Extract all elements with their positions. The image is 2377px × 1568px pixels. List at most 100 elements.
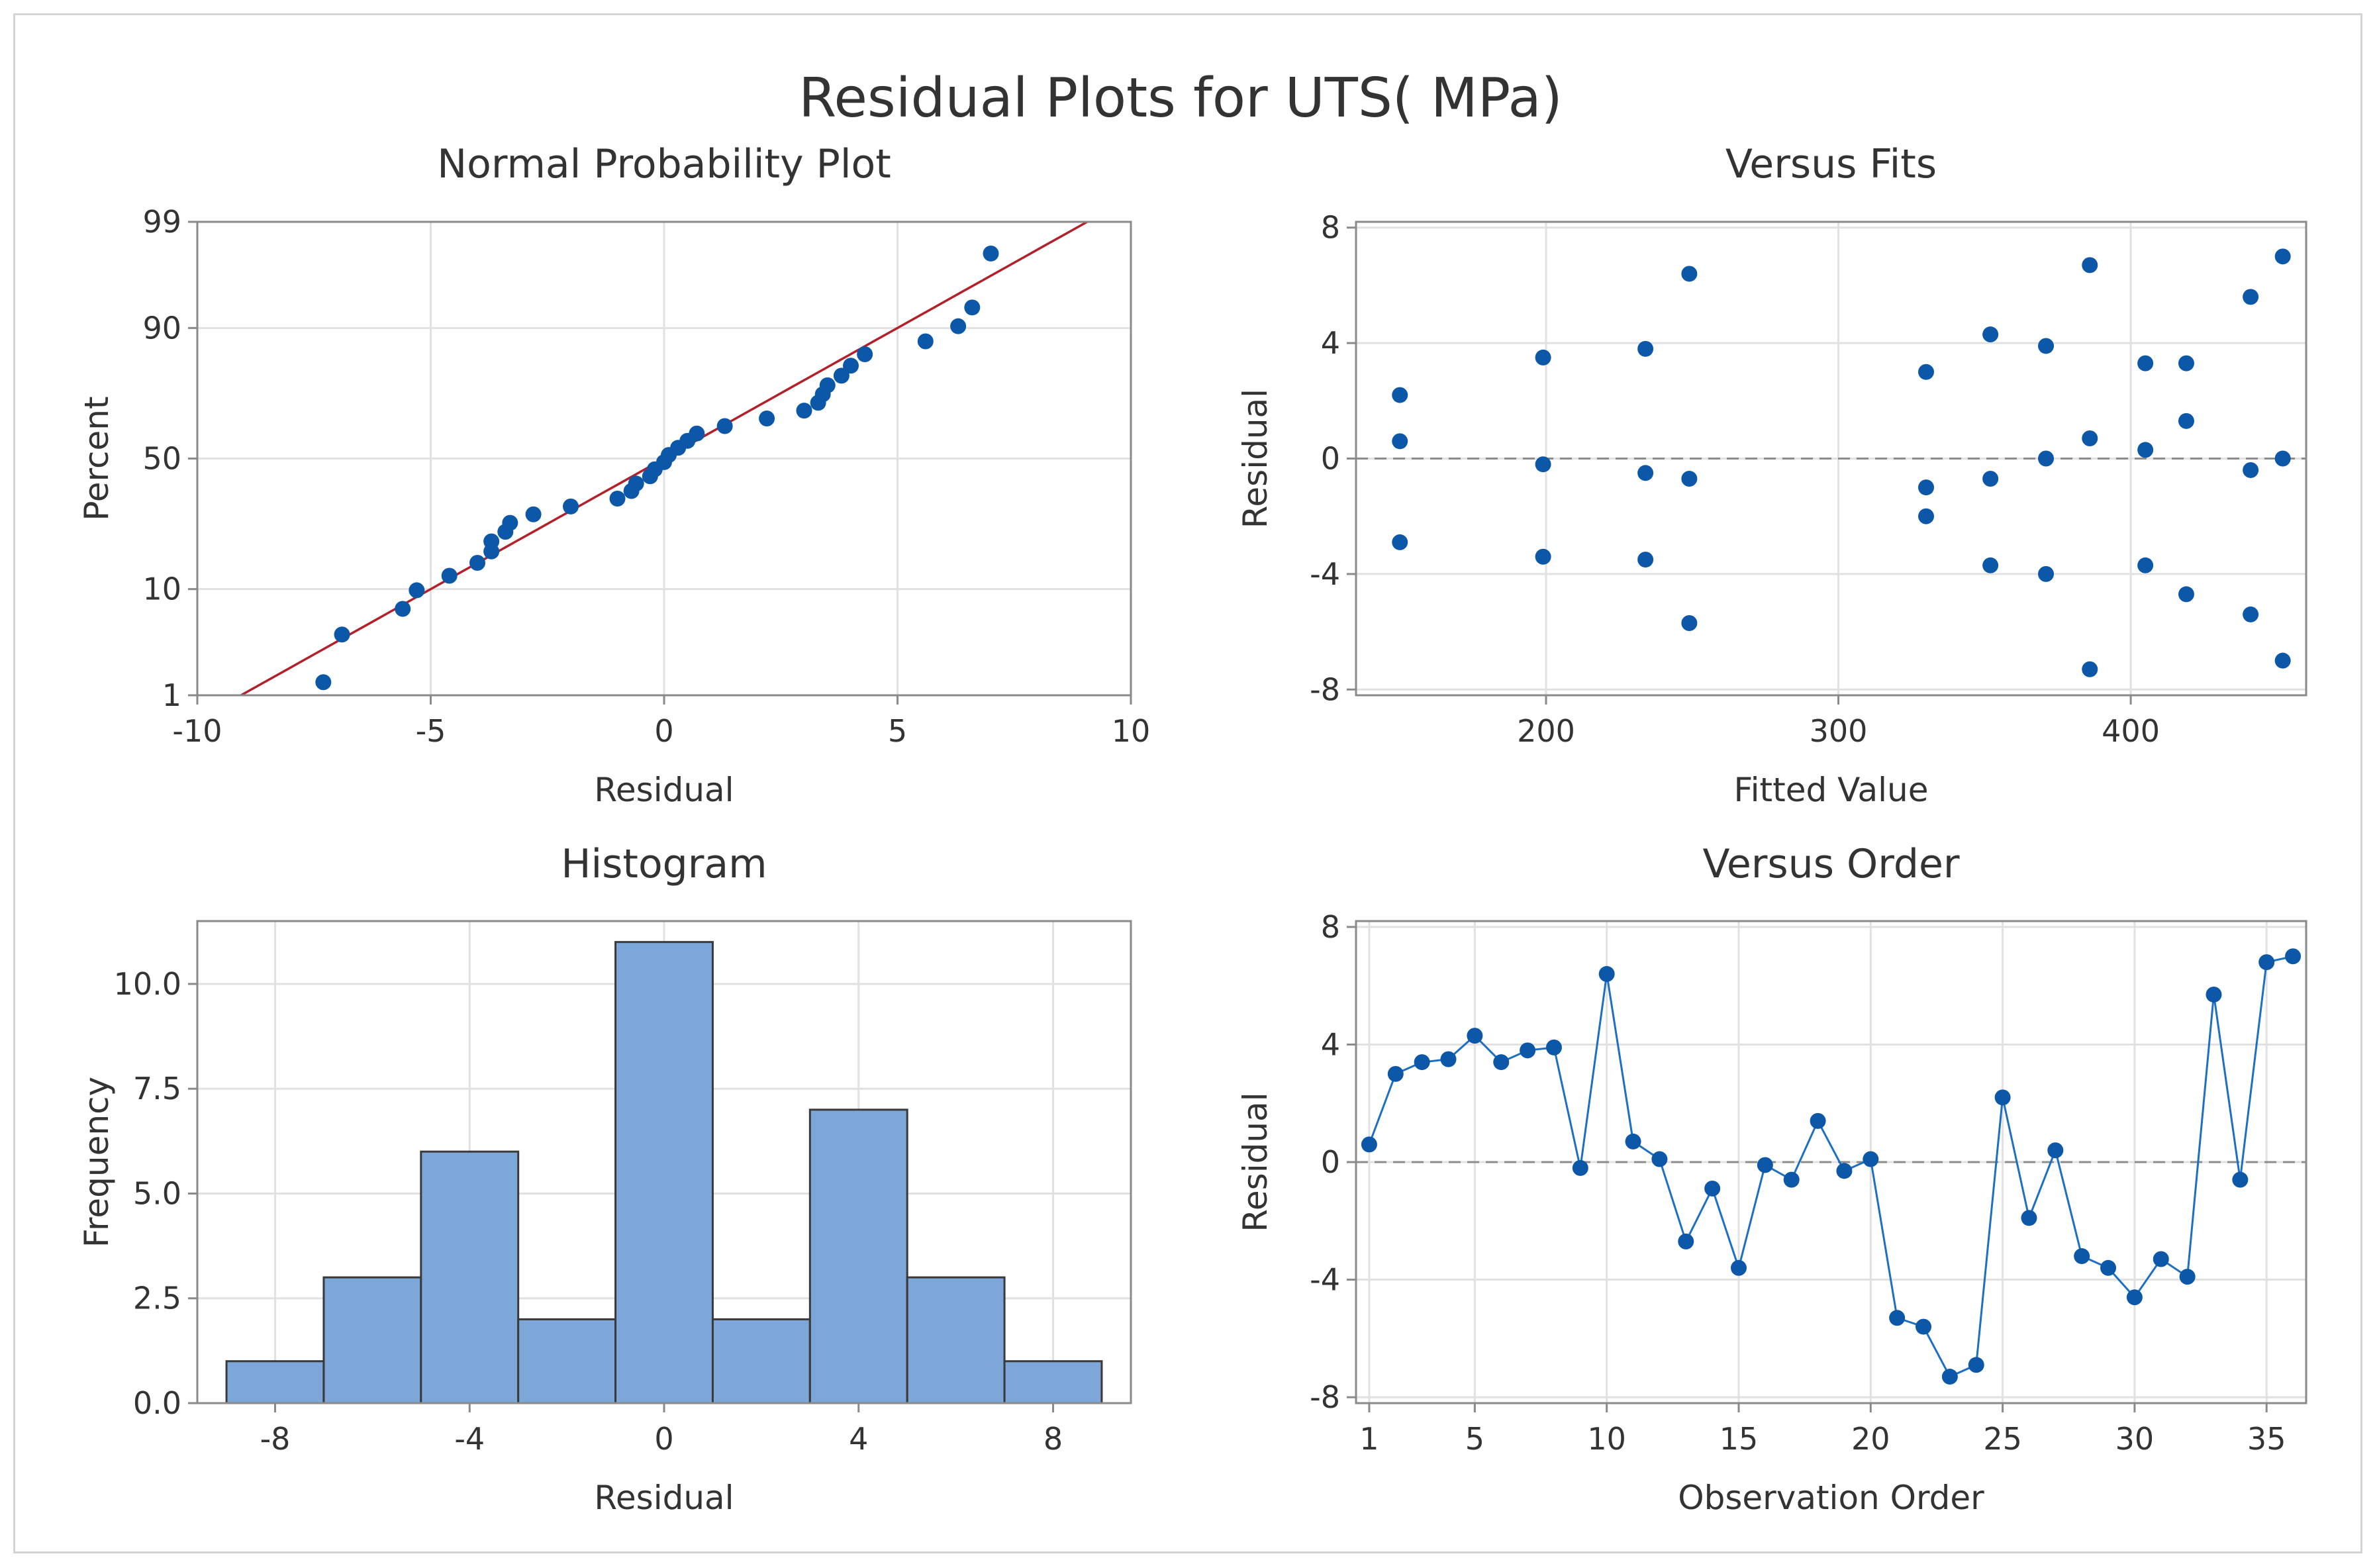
- data-point: [1982, 557, 1999, 573]
- data-point: [950, 318, 967, 334]
- x-tick-label: 400: [2102, 713, 2160, 749]
- panel-title: Versus Order: [1702, 841, 1959, 887]
- x-tick-label: 5: [1465, 1421, 1484, 1457]
- y-tick-label: -8: [1310, 1379, 1340, 1415]
- data-point: [2038, 338, 2055, 354]
- x-tick-label: -8: [260, 1421, 291, 1457]
- x-tick-label: 0: [654, 1421, 673, 1457]
- data-point: [441, 567, 458, 584]
- data-point: [716, 418, 733, 434]
- versus-fits-plot: 200 300 400 -8 -4 0 4 8 Versus Fits Fitted Value R…: [1236, 141, 2307, 809]
- plot-area-border: [1355, 220, 2307, 697]
- y-tick-label: 50: [142, 441, 181, 477]
- data-point: [2274, 450, 2291, 467]
- y-tick-label: 4: [1321, 325, 1340, 361]
- data-point: [2178, 413, 2194, 429]
- y-tick-label: 10.0: [114, 966, 181, 1002]
- data-point: [2038, 450, 2055, 467]
- data-point: [2137, 557, 2154, 573]
- plot-area-border: [1355, 920, 2307, 1404]
- data-point: [628, 475, 644, 492]
- y-tick-label: -4: [1310, 556, 1340, 592]
- data-point: [2178, 586, 2194, 603]
- data-point: [1572, 1159, 1588, 1176]
- histogram-bar: [614, 941, 714, 1404]
- data-point: [1757, 1157, 1773, 1173]
- data-point: [1414, 1054, 1430, 1071]
- data-point: [1467, 1028, 1483, 1044]
- x-tick-label: 10: [1112, 713, 1151, 749]
- x-axis-label: Residual: [594, 1479, 734, 1517]
- x-tick-label: 20: [1851, 1421, 1890, 1457]
- data-point: [1918, 364, 1934, 380]
- data-point: [2082, 430, 2098, 446]
- residual-plots-figure: Residual Plots for UTS( MPa) -10 -5 0 5 1011…: [77, 67, 2307, 1517]
- data-point: [1863, 1151, 1879, 1167]
- y-tick-label: 2.5: [133, 1281, 181, 1316]
- data-point: [2153, 1251, 2169, 1267]
- data-point: [1637, 552, 1654, 568]
- x-tick-label: 35: [2247, 1421, 2286, 1457]
- y-tick-label: 8: [1321, 909, 1340, 945]
- panel-title: Histogram: [561, 841, 767, 887]
- data-point: [1651, 1151, 1668, 1167]
- data-point: [1982, 471, 1999, 487]
- x-axis-label: Fitted Value: [1734, 771, 1929, 809]
- data-point: [964, 299, 981, 316]
- data-point: [1625, 1133, 1641, 1150]
- data-point: [2243, 606, 2259, 622]
- data-point: [2206, 986, 2222, 1003]
- data-point: [1637, 465, 1654, 481]
- data-point: [1916, 1318, 1932, 1335]
- panel-title: Normal Probability Plot: [437, 141, 891, 187]
- y-tick-label: 0: [1321, 441, 1340, 477]
- y-tick-label: 90: [142, 310, 181, 346]
- data-point: [409, 582, 425, 599]
- y-tick-label: 8: [1321, 210, 1340, 246]
- x-tick-label: 8: [1043, 1421, 1063, 1457]
- data-point: [1637, 340, 1654, 357]
- y-tick-label: 7.5: [133, 1071, 181, 1106]
- x-tick-label: -4: [454, 1421, 485, 1457]
- data-point: [1387, 1065, 1404, 1082]
- data-point: [2274, 652, 2291, 669]
- data-point: [689, 425, 705, 442]
- plot-area-border: [196, 920, 1132, 1404]
- y-axis-label: Frequency: [77, 1077, 116, 1248]
- data-point: [1889, 1310, 1906, 1326]
- data-point: [1493, 1054, 1510, 1071]
- histogram-bar: [225, 1360, 325, 1404]
- x-tick-label: 300: [1810, 713, 1868, 749]
- data-point: [334, 626, 350, 643]
- histogram-bar: [906, 1276, 1006, 1404]
- data-point: [1783, 1171, 1800, 1188]
- data-point: [483, 533, 500, 550]
- data-point: [2021, 1210, 2037, 1226]
- normal-probability-plot: -10 -5 0 5 10 1 10 50 90 99 Normal Probability Plo…: [77, 141, 1150, 809]
- data-point: [2137, 355, 2154, 371]
- data-point: [1681, 266, 1698, 282]
- data-point: [1545, 1039, 1562, 1055]
- data-point: [2258, 954, 2275, 971]
- data-point: [1535, 349, 1551, 366]
- y-tick-label: 0: [1321, 1144, 1340, 1180]
- data-point: [2074, 1248, 2090, 1265]
- figure-title: Residual Plots for UTS( MPa): [799, 67, 1563, 130]
- data-point: [2179, 1269, 2196, 1285]
- data-point: [2126, 1289, 2143, 1306]
- data-point: [395, 601, 411, 617]
- figure-frame: Residual Plots for UTS( MPa) -10 -5 0 5 10 1 1…: [13, 13, 2362, 1553]
- y-tick-label: 99: [142, 204, 181, 240]
- data-point: [1982, 326, 1999, 343]
- data-point: [1678, 1233, 1694, 1250]
- data-point: [1392, 534, 1408, 550]
- data-point: [2082, 661, 2098, 677]
- plot-area-border: [196, 220, 1132, 697]
- histogram-bar: [808, 1108, 908, 1404]
- y-tick-label: 10: [142, 571, 181, 607]
- y-tick-label: -8: [1310, 671, 1340, 707]
- data-point: [2047, 1142, 2064, 1159]
- data-point: [1918, 508, 1934, 524]
- x-tick-label: 0: [654, 713, 673, 749]
- data-point: [1681, 615, 1698, 632]
